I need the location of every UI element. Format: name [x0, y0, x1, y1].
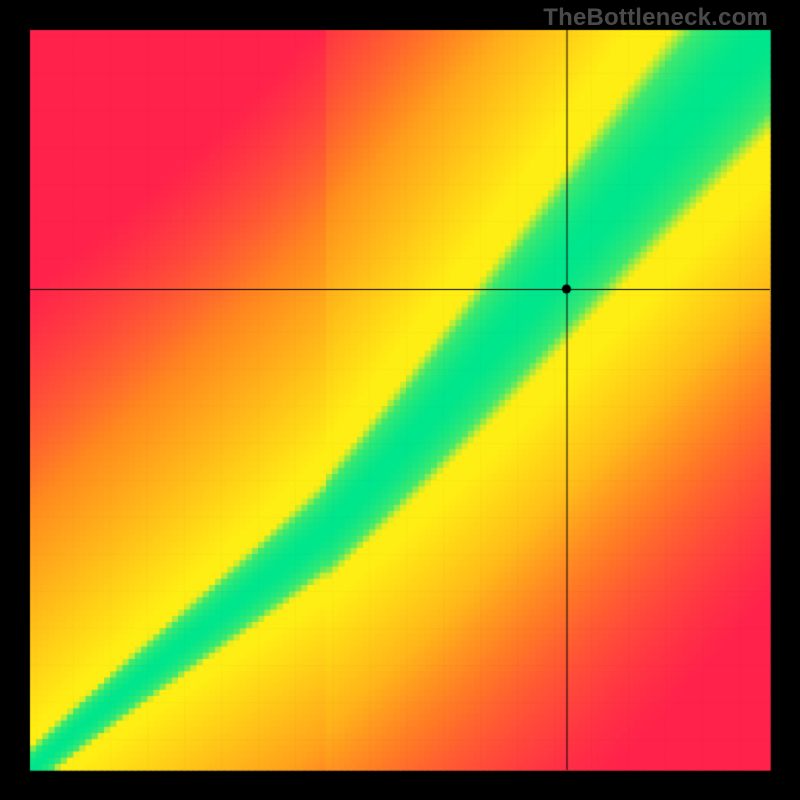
watermark-text: TheBottleneck.com — [543, 4, 768, 32]
chart-container: TheBottleneck.com — [0, 0, 800, 800]
bottleneck-heatmap — [0, 0, 800, 800]
